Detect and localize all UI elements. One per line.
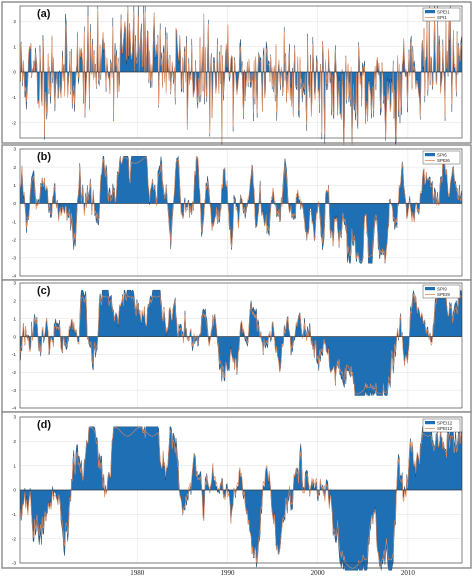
plot-frame (19, 416, 463, 564)
y-tick-label: 0 (13, 488, 16, 494)
legend-entry: SPI6 (437, 153, 447, 158)
legend-swatch-filled (425, 10, 435, 14)
y-tick-label: 2 (13, 439, 16, 445)
legend-swatch-filled (425, 421, 435, 425)
y-tick-label: -1 (12, 95, 17, 101)
x-tick-label: 2000 (311, 569, 326, 577)
legend-entry: SPEI12 (437, 421, 453, 426)
legend-entry: SPI1 (437, 15, 447, 20)
panel-label: (c) (37, 285, 51, 297)
y-tick-label: 1 (13, 183, 16, 189)
legend-swatch-filled (425, 287, 435, 291)
legend-entry: SPEI9 (437, 292, 450, 297)
y-tick-label: 1 (13, 463, 16, 469)
y-tick-label: -2 (12, 370, 17, 376)
y-tick-label: -3 (12, 561, 17, 567)
y-tick-label: 1 (13, 44, 16, 50)
y-tick-label: -3 (12, 388, 17, 394)
legend-swatch-filled (425, 153, 435, 157)
plot-frame (19, 5, 463, 139)
series-spi9-line (20, 290, 462, 395)
series-spei12-area (20, 426, 462, 571)
plot-frame (19, 282, 463, 409)
y-tick-label: -1 (12, 352, 17, 358)
series-spei12-line (20, 427, 462, 569)
y-tick-label: -2 (12, 120, 17, 126)
x-tick-label: 1990 (220, 569, 235, 577)
panel-label: (b) (37, 151, 51, 163)
series-spi6-line (20, 155, 462, 263)
y-tick-label: -2 (12, 237, 17, 243)
x-tick-label: 1980 (130, 569, 145, 577)
y-tick-label: 0 (13, 201, 16, 207)
series-spi1-line (20, 6, 462, 149)
y-tick-label: -2 (12, 536, 17, 542)
y-tick-label: 3 (13, 415, 16, 421)
y-tick-label: 0 (13, 70, 16, 76)
y-tick-label: -1 (12, 512, 17, 518)
legend-entry: SPEI1 (437, 10, 450, 15)
legend-entry: SPI9 (437, 287, 447, 292)
x-tick-label: 2010 (401, 569, 416, 577)
plot-frame (19, 148, 463, 277)
legend-entry: SPEI6 (437, 158, 450, 163)
x-axis: 1980 1990 2000 2010 (130, 569, 415, 577)
y-tick-label: 1 (13, 316, 16, 322)
y-tick-label: -4 (12, 406, 17, 412)
y-tick-label: 2 (13, 299, 16, 305)
y-tick-label: 3 (13, 281, 16, 287)
legend-entry: SPEI12 (437, 426, 453, 431)
panel-label: (a) (37, 8, 51, 20)
y-tick-label: -3 (12, 256, 17, 262)
y-tick-label: 3 (13, 147, 16, 153)
y-tick-label: 2 (13, 19, 16, 25)
y-tick-label: 0 (13, 334, 16, 340)
panel-label: (d) (37, 419, 51, 431)
y-tick-label: -1 (12, 219, 17, 225)
y-tick-label: -4 (12, 274, 17, 280)
y-tick-label: 2 (13, 165, 16, 171)
